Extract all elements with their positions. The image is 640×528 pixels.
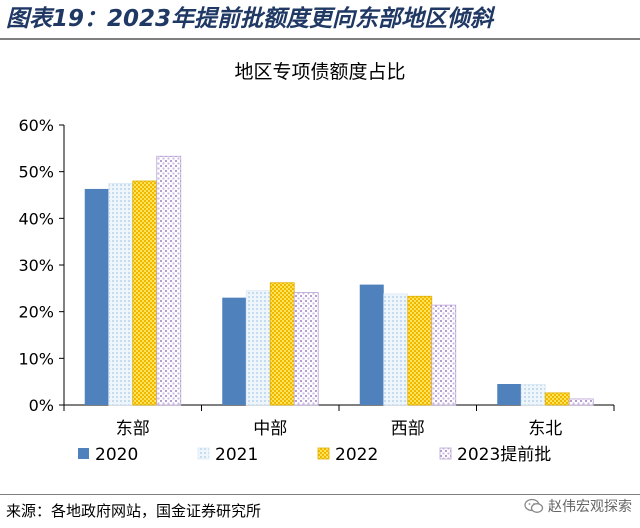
bar-2023提前批-东北 bbox=[568, 398, 594, 406]
y-tick-label: 10% bbox=[18, 349, 54, 368]
legend-swatch-2021 bbox=[197, 447, 210, 460]
bar-2022-东部 bbox=[132, 180, 158, 406]
bar-2020-西部 bbox=[359, 284, 384, 405]
bar-chart: 地区专项债额度占比 0% 10% 20% 30% 40% 50% 60% 东部 中部 西部 东北 2… bbox=[18, 61, 615, 465]
x-category-label: 西部 bbox=[391, 419, 425, 439]
bar-2022-中部 bbox=[269, 282, 295, 406]
bar-2021-东部 bbox=[108, 182, 134, 406]
y-tick-label: 50% bbox=[18, 163, 54, 182]
bar-2020-中部 bbox=[222, 297, 247, 405]
legend-label-2022: 2022 bbox=[335, 445, 378, 465]
watermark-text: 赵伟宏观探索 bbox=[548, 499, 632, 515]
title-divider bbox=[0, 38, 640, 40]
footer-divider bbox=[0, 494, 640, 495]
bar-2021-东北 bbox=[520, 384, 546, 406]
bar-2022-东北 bbox=[544, 392, 570, 406]
bar-2023提前批-中部 bbox=[293, 292, 319, 406]
bar-2023提前批-东部 bbox=[156, 155, 182, 406]
y-tick-label: 60% bbox=[18, 116, 54, 135]
bar-2021-中部 bbox=[245, 290, 271, 406]
watermark: 赵伟宏观探索 bbox=[524, 496, 632, 516]
x-category-label: 东部 bbox=[116, 419, 150, 439]
figure-title: 图表19：2023年提前批额度更向东部地区倾斜 bbox=[6, 6, 494, 32]
chart-title: 地区专项债额度占比 bbox=[234, 61, 405, 83]
source-note: 来源：各地政府网站，国金证券研究所 bbox=[6, 502, 262, 520]
y-tick-label: 20% bbox=[18, 303, 54, 322]
y-tick-label: 30% bbox=[18, 256, 54, 275]
legend-label-2020: 2020 bbox=[95, 445, 138, 465]
legend-label-2023提前批: 2023提前批 bbox=[457, 445, 551, 465]
bar-2020-东北 bbox=[497, 384, 522, 405]
legend-swatch-2020 bbox=[78, 448, 89, 459]
legend-swatch-2023提前批 bbox=[439, 447, 452, 460]
wechat-icon bbox=[524, 498, 544, 513]
bar-2021-西部 bbox=[383, 293, 409, 406]
bar-2022-西部 bbox=[407, 295, 433, 406]
bar-2023提前批-西部 bbox=[431, 304, 457, 406]
x-category-label: 东北 bbox=[528, 419, 562, 439]
bar-2020-东部 bbox=[84, 188, 109, 405]
legend-label-2021: 2021 bbox=[215, 445, 258, 465]
x-category-label: 中部 bbox=[253, 419, 287, 439]
legend-swatch-2022 bbox=[317, 447, 330, 460]
y-tick-label: 40% bbox=[18, 209, 54, 228]
y-tick-label: 0% bbox=[29, 396, 54, 415]
